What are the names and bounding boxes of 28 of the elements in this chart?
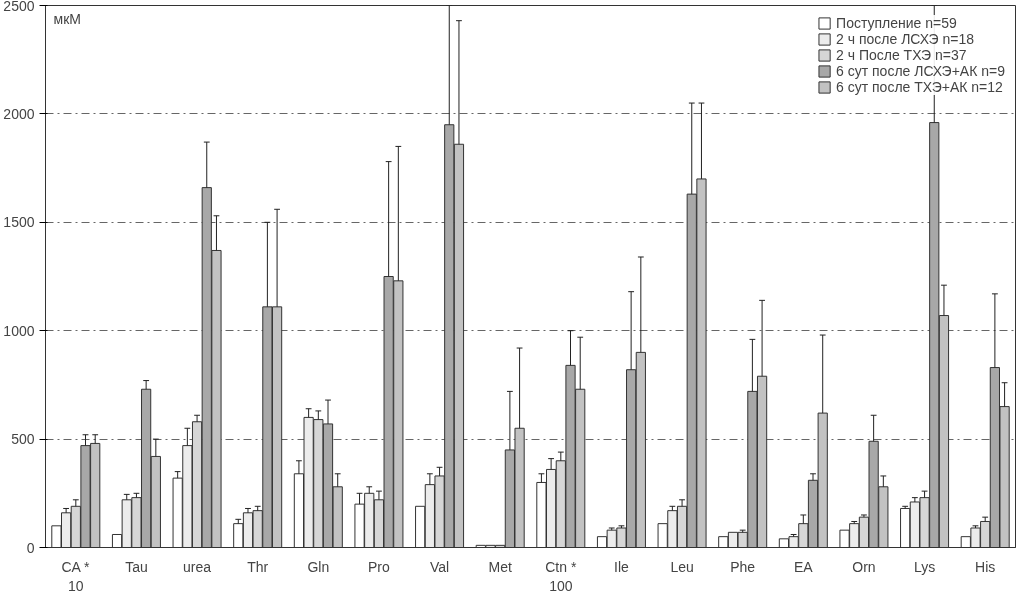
x-tick-label: EA (793, 558, 814, 575)
y-tick-label: 1000 (3, 322, 35, 339)
x-tick-label: Ctn * 100 (545, 558, 577, 594)
x-tick-label: Phe (730, 558, 756, 575)
x-tick-label: Met (488, 558, 512, 575)
x-tick-label: Lys (913, 558, 936, 575)
y-axis-title: мкМ (53, 10, 81, 27)
y-tick-label: 1500 (3, 214, 35, 231)
legend-label: 2 ч после ЛСХЭ n=18 (836, 31, 974, 47)
y-tick-label: 0 (26, 539, 35, 556)
x-tick-label: His (975, 558, 996, 575)
x-tick-label: Orn (852, 558, 876, 575)
x-tick-label: Thr (247, 558, 269, 575)
legend-label: 6 сут после ЛСХЭ+АК n=9 (836, 63, 1005, 79)
x-tick-label: Pro (368, 558, 391, 575)
y-tick-label: 2000 (3, 105, 35, 122)
legend-label: 6 сут после ТХЭ+АК n=12 (836, 79, 1003, 95)
x-tick-label: Ile (614, 558, 630, 575)
y-tick-label: 500 (11, 431, 35, 448)
x-tick-label: Tau (125, 558, 148, 575)
x-tick-label: Leu (670, 558, 694, 575)
x-tick-label: Val (429, 558, 450, 575)
x-tick-label: urea (183, 558, 212, 575)
y-tick-label: 2500 (3, 0, 35, 14)
legend-label: 2 ч После ТХЭ n=37 (836, 47, 967, 63)
x-tick-label: CA * 10 (61, 558, 90, 594)
x-tick-label: Gln (307, 558, 330, 575)
legend-label: Поступление n=59 (836, 15, 957, 31)
